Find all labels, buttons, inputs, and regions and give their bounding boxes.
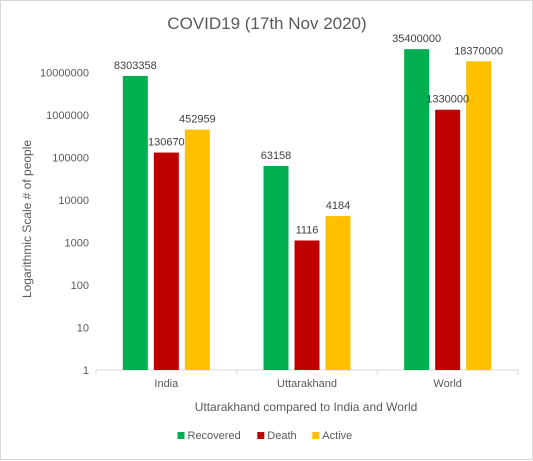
data-label: 63158 <box>261 150 292 162</box>
y-tick-label: 100 <box>71 280 89 292</box>
data-label: 1116 <box>296 224 319 236</box>
bar-active-india <box>184 129 210 370</box>
x-tick-label: World <box>433 378 462 390</box>
legend-label-death: Death <box>267 430 296 442</box>
legend: Recovered Death Active <box>177 430 352 442</box>
y-tick-label: 100000 <box>52 153 89 165</box>
x-axis: India Uttarakhand World <box>95 369 519 390</box>
y-tick-label: 10 <box>77 323 89 335</box>
y-tick-label: 1000000 <box>46 110 89 122</box>
legend-label-active: Active <box>322 430 352 442</box>
data-label: 452959 <box>179 114 216 126</box>
bar-death-uttarakhand <box>294 240 320 370</box>
y-tick-label: 10000000 <box>40 68 89 80</box>
y-tick-label: 1000 <box>65 238 89 250</box>
data-label: 8303358 <box>114 60 157 72</box>
bar-death-india <box>153 152 179 370</box>
data-label: 130670 <box>148 137 185 149</box>
bar-recovered-world <box>404 49 430 371</box>
y-axis-title: Logarithmic Scale # of people <box>20 140 34 298</box>
bar-recovered-india <box>122 75 148 371</box>
x-axis-title: Uttarakhand compared to India and World <box>195 400 418 414</box>
chart-title: COVID19 (17th Nov 2020) <box>167 14 366 33</box>
data-label: 18370000 <box>454 45 503 57</box>
legend-label-recovered: Recovered <box>188 430 241 442</box>
x-tick-label: Uttarakhand <box>277 378 337 390</box>
data-label: 4184 <box>326 200 350 212</box>
legend-swatch-recovered <box>177 432 185 439</box>
y-tick-label: 1 <box>83 365 89 377</box>
bar-death-world <box>435 109 461 371</box>
y-tick-label: 10000 <box>58 195 89 207</box>
legend-swatch-active <box>312 432 320 439</box>
bars <box>122 49 492 371</box>
legend-swatch-death <box>257 432 265 439</box>
y-axis: 1 10 100 1000 10000 100000 1000000 10000000 <box>40 68 89 378</box>
x-tick-label: India <box>154 378 179 390</box>
bar-recovered-uttarakhand <box>263 165 289 370</box>
bar-active-uttarakhand <box>325 216 351 370</box>
data-labels: 8303358 130670 452959 63158 1116 4184 35400000… <box>114 33 503 236</box>
data-label: 1330000 <box>426 94 469 106</box>
data-label: 35400000 <box>392 33 441 45</box>
bar-active-world <box>466 61 492 370</box>
